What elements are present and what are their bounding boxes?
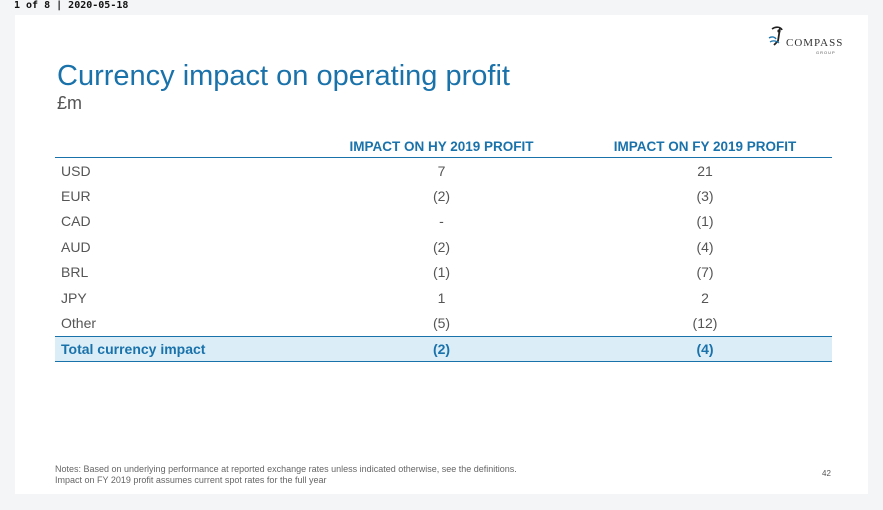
- hy-impact-value: 1: [437, 289, 446, 306]
- compass-logo-icon: [768, 26, 783, 46]
- currency-impact-table: IMPACT ON HY 2019 PROFIT IMPACT ON FY 20…: [55, 136, 832, 362]
- table-row: USD 7 21: [55, 158, 832, 184]
- column-header-hy-2019: IMPACT ON HY 2019 PROFIT: [305, 136, 578, 158]
- table-row: JPY 1 2: [55, 285, 832, 310]
- total-row: Total currency impact (2) (4): [55, 335, 832, 362]
- currency-label: USD: [61, 162, 91, 179]
- total-label: Total currency impact: [55, 335, 305, 362]
- slide-subtitle: £m: [57, 93, 83, 113]
- hy-impact-value: -: [439, 213, 444, 230]
- footnote-line-2: Impact on FY 2019 profit assumes current…: [55, 475, 327, 485]
- logo-subtext: GROUP: [816, 50, 836, 55]
- table-row: AUD (2) (4): [55, 234, 832, 259]
- table-header-row: IMPACT ON HY 2019 PROFIT IMPACT ON FY 20…: [55, 136, 832, 158]
- page-info: 1 of 8 | 2020-05-18: [14, 0, 129, 11]
- fy-impact-value: 2: [701, 289, 709, 306]
- page-number: 42: [822, 469, 831, 478]
- fy-impact-value: (3): [696, 188, 714, 205]
- currency-label: EUR: [61, 188, 91, 205]
- currency-label: JPY: [61, 289, 87, 306]
- total-fy-value: (4): [578, 335, 832, 362]
- currency-label: BRL: [61, 264, 89, 281]
- column-header-currency: [55, 136, 305, 158]
- hy-impact-value: (5): [432, 315, 451, 332]
- table-row: EUR (2) (3): [55, 183, 832, 208]
- fy-impact-value: (4): [696, 238, 714, 255]
- fy-impact-value: 21: [697, 162, 713, 179]
- hy-impact-value: (2): [432, 188, 451, 205]
- logo-text: COMPASS: [786, 37, 844, 49]
- currency-label: CAD: [61, 213, 91, 230]
- slide-title: Currency impact on operating profit: [57, 60, 510, 92]
- table-row: CAD - (1): [55, 209, 832, 234]
- footnote-line-1: Notes: Based on underlying performance a…: [55, 464, 517, 474]
- fy-impact-value: (7): [696, 264, 714, 281]
- hy-impact-value: (2): [432, 238, 451, 255]
- total-hy-value: (2): [305, 335, 578, 362]
- hy-impact-value: (1): [432, 264, 451, 281]
- fy-impact-value: (1): [696, 213, 714, 230]
- currency-label: Other: [61, 315, 97, 332]
- fy-impact-value: (12): [692, 315, 718, 332]
- currency-label: AUD: [61, 238, 91, 255]
- hy-impact-value: 7: [437, 162, 446, 179]
- slide: COMPASS GROUP Currency impact on operati…: [15, 15, 868, 494]
- footnotes: Notes: Based on underlying performance a…: [55, 464, 517, 486]
- column-header-fy-2019: IMPACT ON FY 2019 PROFIT: [578, 136, 832, 158]
- company-logo: COMPASS GROUP: [764, 25, 854, 55]
- table-row: BRL (1) (7): [55, 260, 832, 285]
- table-row: Other (5) (12): [55, 310, 832, 336]
